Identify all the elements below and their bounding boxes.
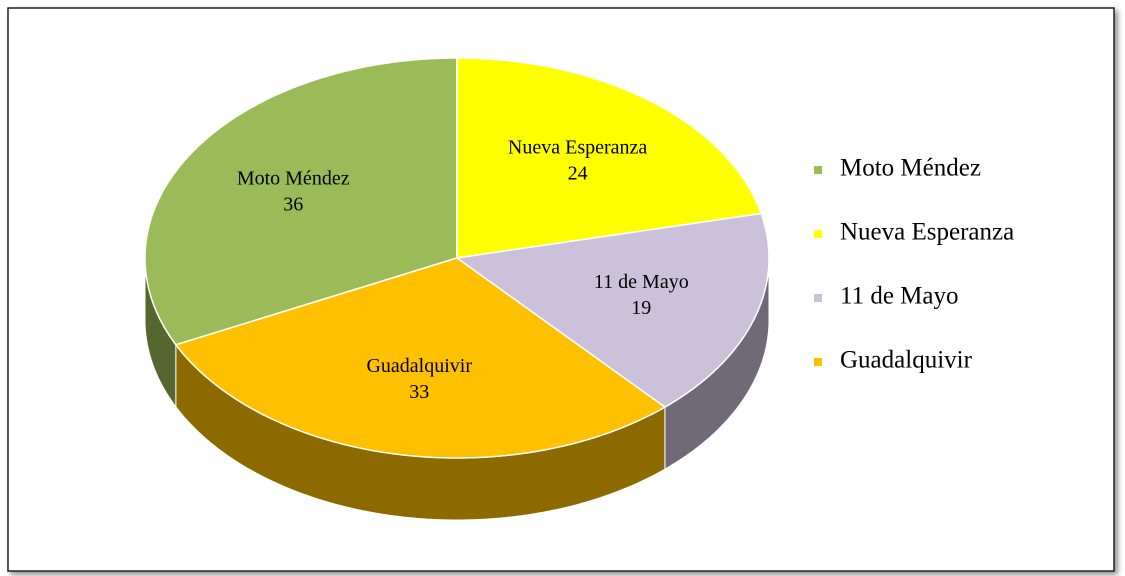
slice (144, 57, 458, 346)
legend-swatch (814, 358, 822, 366)
slice (455, 212, 770, 408)
legend-label: Moto Méndez (840, 155, 981, 182)
data-label-name: Nueva Esperanza (508, 137, 647, 159)
legend-swatch (814, 166, 822, 174)
data-label-value: 19 (631, 297, 651, 319)
legend-swatch (814, 294, 822, 302)
legend-label: Guadalquivir (840, 347, 973, 374)
data-label-name: 11 de Mayo (594, 271, 689, 293)
data-label-value: 24 (568, 163, 588, 185)
data-label-name: Guadalquivir (366, 355, 472, 377)
slice (456, 57, 763, 259)
data-label-value: 36 (283, 194, 303, 216)
slice (174, 257, 667, 459)
legend-label: Nueva Esperanza (840, 219, 1014, 246)
legend-label: 11 de Mayo (840, 283, 959, 310)
data-label-name: Moto Méndez (237, 168, 350, 190)
data-label-value: 33 (409, 381, 429, 403)
legend-swatch (814, 230, 822, 238)
